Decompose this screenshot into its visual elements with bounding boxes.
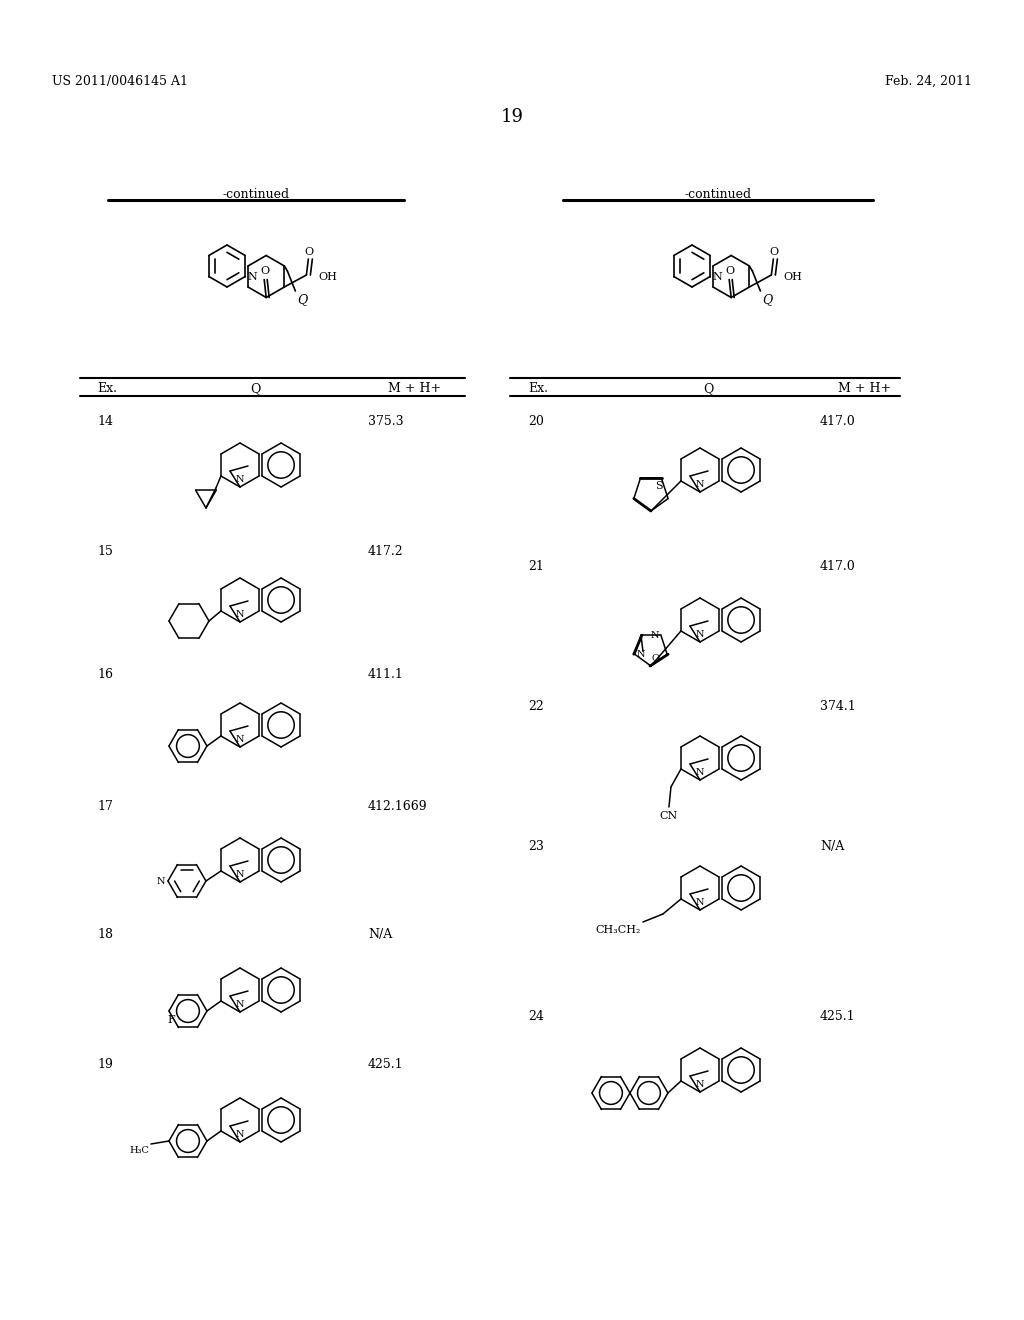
Text: S: S [654, 482, 663, 491]
Text: Q: Q [297, 293, 307, 306]
Text: 14: 14 [97, 414, 113, 428]
Text: CH₃CH₂: CH₃CH₂ [596, 925, 641, 935]
Text: 374.1: 374.1 [820, 700, 856, 713]
Text: -continued: -continued [684, 187, 752, 201]
Text: M + H+: M + H+ [388, 381, 441, 395]
Text: N: N [695, 1080, 705, 1089]
Text: 375.3: 375.3 [368, 414, 403, 428]
Text: US 2011/0046145 A1: US 2011/0046145 A1 [52, 75, 188, 88]
Text: O: O [770, 247, 779, 257]
Text: 18: 18 [97, 928, 113, 941]
Text: Feb. 24, 2011: Feb. 24, 2011 [885, 75, 972, 88]
Text: -continued: -continued [222, 187, 290, 201]
Text: N: N [236, 475, 245, 484]
Text: Q: Q [250, 381, 260, 395]
Text: 425.1: 425.1 [368, 1059, 403, 1071]
Text: N: N [236, 1130, 245, 1139]
Text: 19: 19 [501, 108, 523, 125]
Text: N: N [695, 768, 705, 777]
Text: M + H+: M + H+ [838, 381, 891, 395]
Text: N: N [650, 631, 658, 640]
Text: O: O [261, 267, 269, 276]
Text: CN: CN [659, 810, 678, 821]
Text: N: N [236, 1001, 245, 1008]
Text: H₃C: H₃C [129, 1146, 148, 1155]
Text: 417.0: 417.0 [820, 414, 856, 428]
Text: 23: 23 [528, 840, 544, 853]
Text: Q: Q [763, 293, 773, 306]
Text: F: F [168, 1015, 175, 1026]
Text: OH: OH [318, 272, 337, 282]
Text: O: O [726, 267, 735, 276]
Text: O: O [652, 653, 659, 663]
Text: 16: 16 [97, 668, 113, 681]
Text: Q: Q [702, 381, 713, 395]
Text: 21: 21 [528, 560, 544, 573]
Text: 17: 17 [97, 800, 113, 813]
Text: N: N [236, 610, 245, 619]
Text: 425.1: 425.1 [820, 1010, 856, 1023]
Text: Ex.: Ex. [97, 381, 117, 395]
Text: O: O [305, 247, 314, 257]
Text: N: N [236, 870, 245, 879]
Text: N: N [157, 876, 165, 886]
Text: N/A: N/A [820, 840, 844, 853]
Text: 22: 22 [528, 700, 544, 713]
Text: 20: 20 [528, 414, 544, 428]
Text: OH: OH [783, 272, 802, 282]
Text: 417.2: 417.2 [368, 545, 403, 558]
Text: 15: 15 [97, 545, 113, 558]
Text: N: N [695, 630, 705, 639]
Text: N: N [247, 272, 257, 281]
Text: N: N [236, 735, 245, 744]
Text: N/A: N/A [368, 928, 392, 941]
Text: 24: 24 [528, 1010, 544, 1023]
Text: 411.1: 411.1 [368, 668, 403, 681]
Text: 412.1669: 412.1669 [368, 800, 428, 813]
Text: N: N [637, 649, 645, 659]
Text: Ex.: Ex. [528, 381, 548, 395]
Text: N: N [695, 480, 705, 488]
Text: 19: 19 [97, 1059, 113, 1071]
Text: 417.0: 417.0 [820, 560, 856, 573]
Text: N: N [712, 272, 722, 281]
Text: N: N [695, 898, 705, 907]
